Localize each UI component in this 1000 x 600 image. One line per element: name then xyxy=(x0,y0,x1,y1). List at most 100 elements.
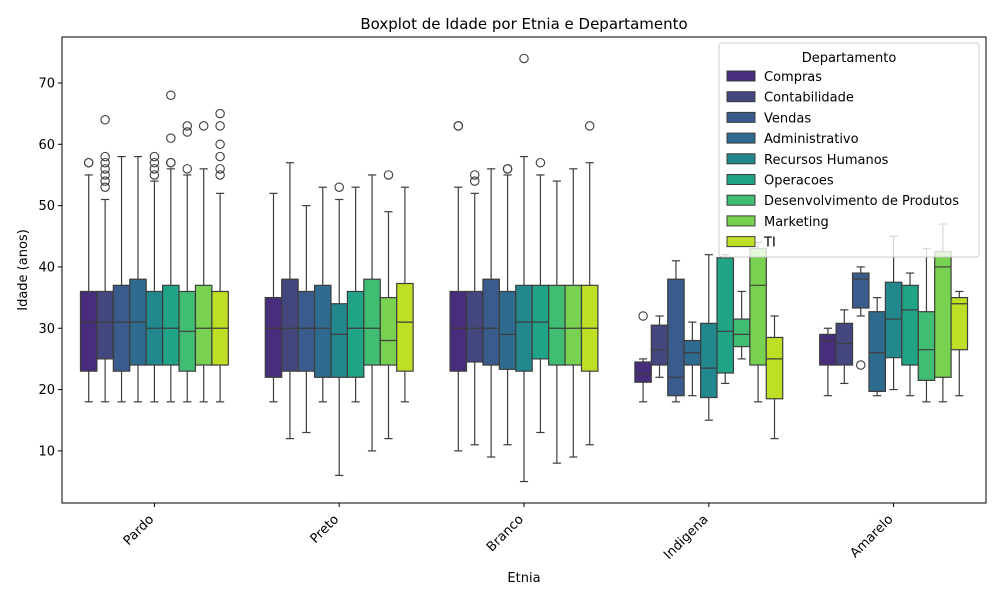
outlier-point xyxy=(182,127,193,137)
outlier-point xyxy=(502,164,513,174)
box-vendas-indigena xyxy=(667,260,685,403)
outlier-point xyxy=(83,157,94,168)
box-recursos-humanos-amarelo xyxy=(884,235,903,391)
outlier-point xyxy=(182,164,193,174)
box-vendas-pardo xyxy=(112,155,131,403)
iqr-box xyxy=(515,284,533,372)
iqr-box xyxy=(819,333,837,366)
outlier-point xyxy=(166,90,176,101)
legend-label: TI xyxy=(763,236,776,251)
outlier-point xyxy=(215,108,225,119)
legend-swatch xyxy=(726,132,756,144)
outlier-point xyxy=(584,121,595,131)
box-vendas-amarelo xyxy=(851,266,870,370)
x-tick-label: Indigena xyxy=(661,512,711,562)
box-operacoes-preto xyxy=(346,186,365,403)
y-tick-label: 70 xyxy=(38,76,55,91)
iqr-box xyxy=(650,324,669,366)
outlier-point xyxy=(453,121,464,131)
legend-swatch xyxy=(726,70,756,82)
y-axis: 10 20 30 40 50 60 70 xyxy=(38,76,62,459)
box-recursos-humanos-pardo xyxy=(145,151,164,403)
iqr-box xyxy=(716,257,735,374)
box-contabilidade-amarelo xyxy=(835,309,854,385)
legend-swatch xyxy=(726,215,756,227)
legend-label: Administrativo xyxy=(764,132,859,147)
outlier-point xyxy=(166,133,176,143)
outlier-point xyxy=(100,164,110,174)
box-compras-pardo xyxy=(79,157,98,403)
iqr-box xyxy=(363,278,381,366)
iqr-box xyxy=(313,284,332,378)
outlier-point xyxy=(166,157,176,168)
box-marketing-branco xyxy=(564,168,583,458)
y-tick-label: 60 xyxy=(38,138,55,153)
iqr-box xyxy=(934,251,952,378)
box-operacoes-branco xyxy=(531,157,550,434)
box-compras-branco xyxy=(449,121,468,452)
box-compras-preto xyxy=(264,192,283,403)
outlier-point xyxy=(100,157,110,168)
box-ti-pardo xyxy=(211,108,229,403)
iqr-box xyxy=(96,290,114,360)
outlier-point xyxy=(334,182,344,192)
iqr-box xyxy=(194,284,213,366)
box-desenvolvimento-de-produtos-indigena xyxy=(732,290,751,360)
outlier-point xyxy=(149,170,160,180)
legend-label: Contabilidade xyxy=(764,91,854,106)
iqr-box xyxy=(465,290,484,363)
box-contabilidade-branco xyxy=(465,170,484,446)
outlier-point xyxy=(100,176,110,186)
iqr-box xyxy=(264,296,283,378)
outlier-point xyxy=(535,157,546,168)
box-marketing-indigena xyxy=(749,241,767,403)
box-desenvolvimento-de-produtos-amarelo xyxy=(917,247,936,403)
x-tick-label: Amarelo xyxy=(848,512,897,561)
box-ti-preto xyxy=(396,186,414,403)
box-vendas-branco xyxy=(482,168,500,458)
box-ti-branco xyxy=(580,121,599,446)
box-administrativo-amarelo xyxy=(868,296,886,397)
outlier-point xyxy=(100,182,110,192)
x-tick-label: Branco xyxy=(484,512,527,555)
box-contabilidade-preto xyxy=(281,162,299,440)
box-operacoes-indigena xyxy=(716,254,735,385)
box-administrativo-branco xyxy=(498,164,517,446)
iqr-box xyxy=(667,278,685,397)
legend-title: Departamento xyxy=(802,51,897,66)
box-compras-indigena xyxy=(634,311,652,403)
legend-label: Desenvolvimento de Produtos xyxy=(764,194,959,209)
outlier-point xyxy=(149,157,160,168)
box-desenvolvimento-de-produtos-branco xyxy=(548,180,566,464)
iqr-box xyxy=(901,284,919,366)
plot-area xyxy=(79,53,969,483)
box-recursos-humanos-preto xyxy=(330,182,349,477)
outlier-point xyxy=(469,176,480,186)
iqr-box xyxy=(884,281,903,359)
iqr-box xyxy=(498,290,517,370)
outlier-point xyxy=(149,164,160,174)
iqr-box xyxy=(749,247,767,366)
iqr-box xyxy=(548,284,566,366)
box-vendas-preto xyxy=(297,205,316,434)
outlier-point xyxy=(215,164,225,174)
outlier-point xyxy=(215,139,225,150)
iqr-box xyxy=(765,336,784,400)
iqr-box xyxy=(449,290,468,372)
x-tick-label: Pardo xyxy=(121,512,157,548)
iqr-box xyxy=(917,311,936,381)
box-ti-amarelo xyxy=(950,290,969,397)
outlier-point xyxy=(100,151,110,162)
iqr-box xyxy=(732,318,751,348)
legend-swatch xyxy=(726,194,756,206)
iqr-box xyxy=(330,303,349,378)
outlier-point xyxy=(383,170,394,180)
outlier-point xyxy=(519,53,529,64)
outlier-point xyxy=(638,311,648,321)
box-recursos-humanos-indigena xyxy=(699,254,718,421)
iqr-box xyxy=(346,290,365,378)
chart-title: Boxplot de Idade por Etnia e Departament… xyxy=(360,15,687,33)
box-contabilidade-indigena xyxy=(650,315,669,378)
legend-frame xyxy=(718,42,980,258)
